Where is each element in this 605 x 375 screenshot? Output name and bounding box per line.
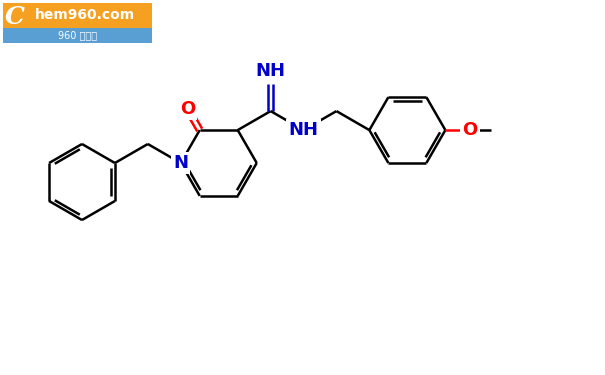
Text: O: O [180, 100, 195, 118]
Text: hem960.com: hem960.com [35, 8, 135, 22]
Text: N: N [173, 154, 188, 172]
Text: 960 化工网: 960 化工网 [58, 30, 97, 40]
Text: C: C [5, 5, 25, 29]
Polygon shape [3, 3, 152, 43]
Text: NH: NH [256, 62, 286, 80]
Polygon shape [3, 28, 152, 43]
Text: O: O [462, 121, 478, 139]
Text: NH: NH [289, 121, 319, 139]
